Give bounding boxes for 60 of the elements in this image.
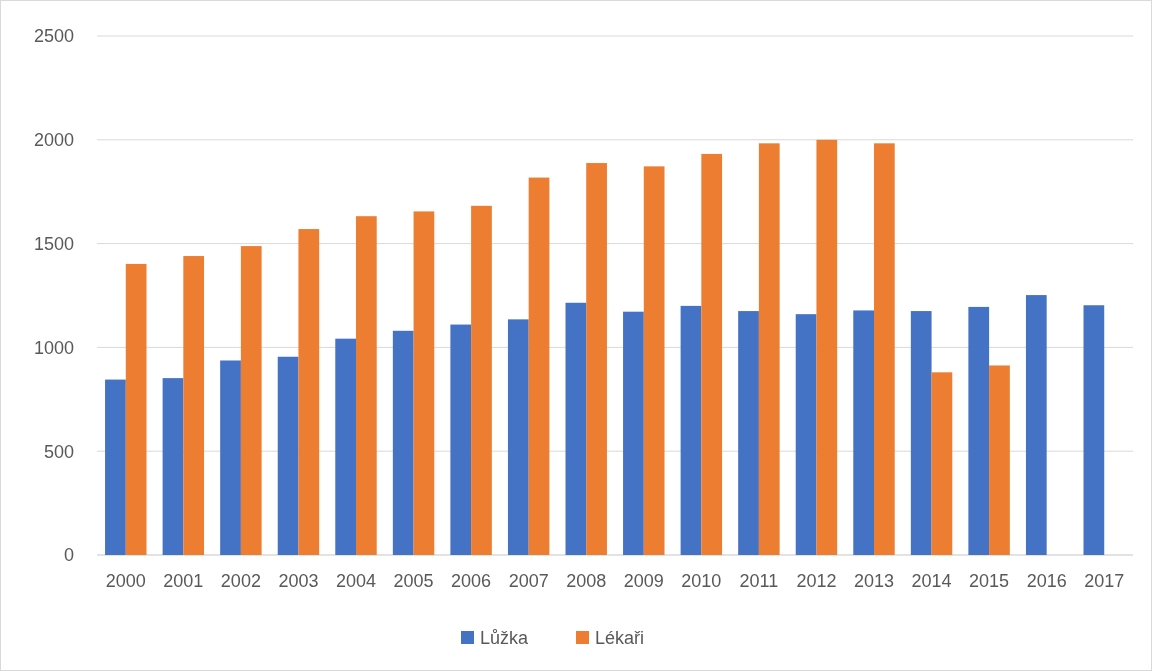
bar	[220, 360, 241, 555]
bar	[1083, 305, 1105, 555]
x-tick-label: 2011	[739, 571, 779, 591]
x-tick-label: 2003	[278, 571, 319, 591]
bar	[105, 379, 126, 555]
bar	[910, 311, 932, 555]
bar	[450, 324, 472, 555]
y-tick-label: 1000	[33, 337, 74, 358]
bar	[623, 311, 644, 555]
bar	[183, 256, 205, 555]
bar	[931, 372, 953, 555]
x-tick-label: 2006	[451, 571, 492, 591]
x-tick-label: 2010	[681, 571, 722, 591]
bar	[816, 139, 838, 555]
x-tick-label: 2015	[969, 571, 1010, 591]
bar	[680, 305, 702, 555]
bar	[586, 163, 607, 555]
bar	[1025, 295, 1047, 555]
x-tick-label: 2014	[911, 571, 952, 591]
x-tick-label: 2013	[853, 571, 895, 591]
x-tick-label: 2009	[623, 571, 664, 591]
bar	[701, 153, 723, 555]
bar	[874, 143, 895, 555]
bar	[968, 306, 990, 555]
x-tick-label: 2007	[508, 571, 549, 591]
bar	[277, 356, 299, 555]
bar	[413, 211, 435, 555]
bar	[528, 177, 550, 555]
bar	[356, 216, 377, 555]
x-tick-label: 2008	[566, 571, 607, 591]
x-tick-label: 2017	[1084, 571, 1125, 591]
legend-label: Lůžka	[480, 628, 530, 649]
x-tick-label: 2002	[220, 571, 261, 591]
y-tick-label: 0	[63, 545, 74, 566]
bar	[392, 330, 414, 555]
x-tick-label: 2004	[335, 571, 377, 591]
legend-label: Lékaři	[595, 628, 645, 649]
bar	[298, 229, 320, 555]
bar	[335, 338, 356, 555]
y-tick-label: 500	[43, 441, 74, 462]
y-tick-label: 2000	[33, 130, 74, 151]
y-tick-label: 1500	[33, 233, 74, 254]
bar	[471, 205, 492, 555]
bar	[507, 319, 529, 555]
bar	[240, 246, 262, 555]
x-tick-label: 2012	[796, 571, 837, 591]
bar	[643, 166, 665, 555]
bar	[853, 310, 874, 555]
bar	[565, 302, 587, 555]
bar	[758, 143, 780, 555]
bar	[795, 314, 817, 555]
bar	[989, 365, 1010, 555]
x-tick-label: 2000	[105, 571, 146, 591]
bar	[162, 378, 184, 555]
x-tick-label: 2005	[393, 571, 434, 591]
x-tick-label: 2001	[163, 571, 204, 591]
bar	[125, 263, 147, 555]
x-tick-label: 2016	[1026, 571, 1067, 591]
y-tick-label: 2500	[33, 26, 74, 47]
bar	[738, 311, 759, 555]
